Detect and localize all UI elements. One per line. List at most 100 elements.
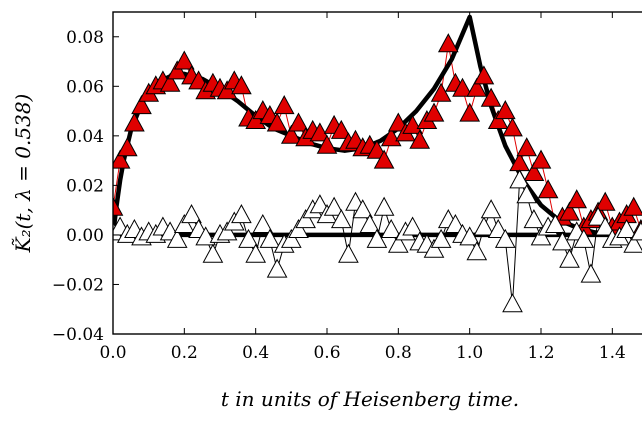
series-3-point <box>216 221 238 241</box>
series-3-point <box>423 238 445 258</box>
series-2-point <box>113 196 124 216</box>
x-tick-label: 1.0 <box>456 343 483 363</box>
series-2-point <box>523 161 545 181</box>
x-axis-title: t in units of Heisenberg time. <box>221 387 519 411</box>
series-2-point <box>124 112 145 132</box>
series-2-point <box>216 80 238 100</box>
series-2-point <box>173 50 195 70</box>
series-3-point <box>238 228 259 248</box>
series-2-point <box>309 122 331 142</box>
series-2-point <box>402 114 423 134</box>
series-3-point <box>587 206 609 226</box>
series-2-point <box>273 95 295 115</box>
series-3-point <box>352 199 374 219</box>
series-3-point <box>480 199 502 219</box>
series-2-point <box>366 139 388 159</box>
y-tick-label: 0.02 <box>66 176 104 196</box>
series-3-point <box>295 209 316 229</box>
y-tick-label: −0.02 <box>52 275 104 295</box>
plot-frame <box>112 11 642 335</box>
series-3-point <box>330 209 352 229</box>
series-3-point <box>181 204 202 224</box>
series-2-point <box>159 72 181 92</box>
series-3-point <box>573 228 595 248</box>
series-3-point <box>280 228 302 248</box>
series-3-point <box>630 221 642 241</box>
series-3-point <box>288 218 309 238</box>
series-2-point <box>466 77 488 97</box>
series-3-point <box>623 233 642 253</box>
series-3-point <box>252 213 274 233</box>
series-2-point <box>494 100 516 120</box>
series-3-point <box>509 169 530 189</box>
series-3-point <box>231 204 252 224</box>
series-3-point <box>195 226 217 246</box>
series-3-point <box>266 258 288 278</box>
series-3-point <box>516 184 538 204</box>
series-2-point <box>288 112 309 132</box>
series-2-point <box>487 109 509 129</box>
series-2-point <box>452 77 473 97</box>
x-tick-label: 0.4 <box>242 343 269 363</box>
series-3-point <box>445 213 466 233</box>
series-3-point <box>338 243 359 263</box>
series-2-point <box>280 124 302 144</box>
series-3-point <box>530 226 552 246</box>
series-3-point <box>387 233 409 253</box>
series-3-point <box>466 241 488 261</box>
x-tick-label: 1.2 <box>527 343 554 363</box>
series-2-point <box>316 134 338 154</box>
series-2-point <box>459 102 481 122</box>
series-2-point <box>409 129 431 149</box>
series-3-point <box>580 263 602 283</box>
series-2-point <box>516 137 538 157</box>
series-3-point <box>380 218 402 238</box>
series-2-point <box>188 70 209 90</box>
y-tick-label: 0.06 <box>66 77 104 97</box>
series-3-point <box>552 231 573 251</box>
series-2-point <box>623 196 642 216</box>
series-3-point <box>487 218 509 238</box>
y-tick-label: 0.00 <box>66 226 104 246</box>
series-3-point <box>402 216 423 236</box>
series-2-point <box>559 201 580 221</box>
series-2-point <box>330 119 352 139</box>
y-axis-title: K̃₂(t, λ = 0.538) <box>11 94 35 254</box>
series-2-point <box>113 149 131 169</box>
series-3-point <box>173 213 195 233</box>
y-tick-label: 0.04 <box>66 127 104 147</box>
series-2-point <box>480 87 502 107</box>
series-3-point <box>523 209 545 229</box>
series-2-point <box>437 33 459 53</box>
x-tick-label: 0.8 <box>385 343 412 363</box>
series-2-point <box>530 149 552 169</box>
series-3-point <box>245 243 267 263</box>
x-tick-label: 0.6 <box>313 343 340 363</box>
series-2-point <box>473 65 495 85</box>
series-3-point <box>202 243 224 263</box>
series-2-point <box>116 137 138 157</box>
series-2-point <box>131 95 152 115</box>
series-2-point <box>502 117 523 137</box>
series-3-point <box>359 213 381 233</box>
series-2-point <box>266 112 288 132</box>
series-3-point <box>473 216 495 236</box>
series-2-point <box>231 75 252 95</box>
series-2-point <box>537 179 559 199</box>
series-3-point <box>373 196 395 216</box>
series-2-point <box>245 109 267 129</box>
x-axis: 0.0 0.2 0.4 0.6 0.8 1.0 1.2 1.4 <box>99 12 626 363</box>
series-3-point <box>594 216 616 236</box>
series-2-point <box>373 149 395 169</box>
x-tick-label: 0.2 <box>171 343 198 363</box>
series-3-point <box>616 218 637 238</box>
y-axis: −0.04 −0.02 0.00 0.02 0.04 0.06 0.08 <box>52 28 119 345</box>
series-3-point <box>459 226 481 246</box>
series-3-point <box>323 196 345 216</box>
x-tick-label: 0.0 <box>99 343 126 363</box>
series-2-point <box>387 112 409 132</box>
x-tick-label: 1.4 <box>599 343 626 363</box>
series-2-point <box>423 102 445 122</box>
series-3-point <box>544 213 566 233</box>
